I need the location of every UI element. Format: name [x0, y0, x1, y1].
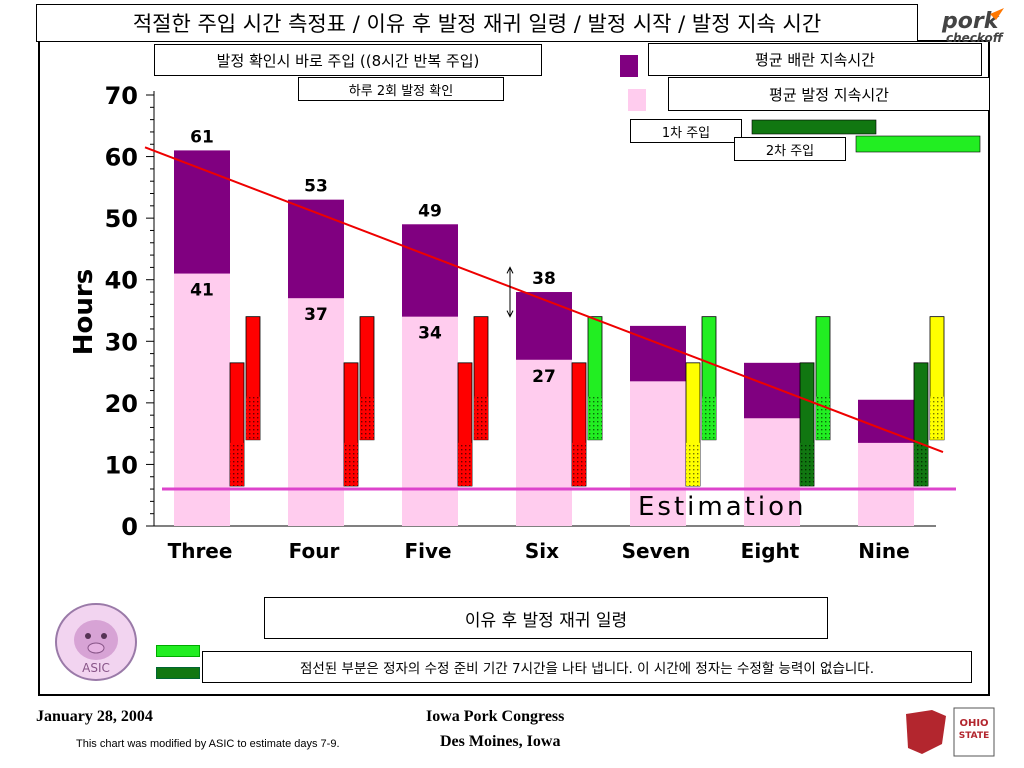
ohio-state-logo: OHIO STATE: [902, 704, 1014, 760]
legend-dotted-samples: [156, 645, 200, 681]
asic-logo: ASIC: [50, 600, 146, 686]
footer-congress: Iowa Pork Congress: [426, 708, 565, 725]
pork-checkoff-logo: pork checkoff: [934, 4, 1018, 48]
legend-ovulation-label: 평균 배란 지속시간: [648, 43, 982, 76]
svg-text:checkoff: checkoff: [946, 31, 1004, 45]
svg-text:OHIO: OHIO: [959, 718, 988, 729]
footer-date: January 28, 2004: [36, 708, 153, 725]
x-axis-caption: 이유 후 발정 재귀 일령: [264, 597, 828, 639]
footnote: 점선된 부분은 정자의 수정 준비 기간 7시간을 나타 냅니다. 이 시간에 …: [202, 651, 972, 683]
svg-text:STATE: STATE: [959, 731, 989, 741]
svg-text:pork: pork: [941, 9, 1000, 34]
legend-estrus-label: 평균 발정 지속시간: [668, 77, 990, 111]
legend-second-insemination: 2차 주입: [734, 137, 846, 161]
legend-first-insemination: 1차 주입: [630, 119, 742, 143]
subtitle: 발정 확인시 바로 주입 ((8시간 반복 주입): [154, 44, 542, 76]
chart-title: 적절한 주입 시간 측정표 / 이유 후 발정 재귀 일령 / 발정 시작 / …: [36, 4, 918, 42]
footer-modified-note: This chart was modified by ASIC to estim…: [76, 738, 340, 750]
dark-green-sample: [156, 667, 200, 679]
asic-logo-text: ASIC: [82, 661, 110, 675]
subtitle-detection: 하루 2회 발정 확인: [298, 77, 504, 101]
light-green-sample: [156, 645, 200, 657]
footer-city: Des Moines, Iowa: [440, 733, 561, 750]
